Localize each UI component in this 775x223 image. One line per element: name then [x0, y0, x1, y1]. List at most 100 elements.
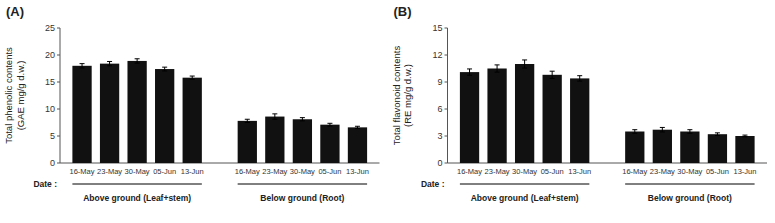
- error-bar-stem: [524, 60, 525, 68]
- group-underline: [238, 184, 367, 185]
- y-tick-label: 9: [437, 77, 442, 87]
- bar: [72, 66, 91, 163]
- group-label: Above ground (Leaf+stem): [83, 193, 191, 203]
- error-bar-cap: [467, 75, 472, 76]
- y-tick-label: 0: [437, 158, 442, 168]
- error-bar-cap: [660, 127, 665, 128]
- error-bar-cap: [687, 133, 692, 134]
- error-bar: [107, 61, 112, 65]
- error-bar-cap: [550, 71, 555, 72]
- error-bar-cap: [660, 131, 665, 132]
- x-tick-label: 23-May: [650, 167, 675, 176]
- error-bar: [550, 71, 555, 78]
- error-bar-cap: [135, 63, 140, 64]
- error-bar-cap: [550, 78, 555, 79]
- error-bar-stem: [634, 130, 635, 134]
- panel-title: (B): [394, 4, 412, 19]
- bar: [238, 121, 257, 163]
- y-tick-label: 10: [45, 104, 55, 114]
- y-tick-label: 3: [437, 131, 442, 141]
- bar: [515, 64, 534, 163]
- error-bar-stem: [137, 59, 138, 63]
- x-tick-label: 13-Jun: [346, 167, 369, 176]
- y-tick-label: 0: [50, 158, 55, 168]
- bar: [570, 78, 589, 163]
- error-bar-cap: [522, 68, 527, 69]
- marks: [72, 59, 367, 163]
- y-tick-label: 20: [45, 50, 55, 60]
- error-bar-cap: [577, 81, 582, 82]
- y-axis-label-line: (GAE mg/g d.w.): [14, 61, 25, 131]
- bar: [320, 125, 339, 163]
- y-axis-label-line: (RE mg/g d.w.): [402, 64, 413, 127]
- error-bar: [272, 114, 277, 119]
- error-bar: [300, 118, 305, 121]
- x-tick-label: 16-May: [70, 167, 95, 176]
- error-bar-cap: [162, 67, 167, 68]
- x-tick-label: 23-May: [485, 167, 510, 176]
- error-bar: [577, 76, 582, 81]
- bar: [460, 72, 479, 163]
- error-bar-cap: [355, 126, 360, 127]
- chart-svg: (A)Total phenolic contents(GAE mg/g d.w.…: [0, 0, 775, 223]
- error-bar: [660, 127, 665, 132]
- error-bar: [162, 67, 167, 71]
- y-axis-label-line: Total phenolic contents: [3, 47, 14, 144]
- group-label: Below ground (Root): [648, 193, 732, 203]
- bar: [100, 64, 119, 163]
- y-axis-label: Total flavonoid contents(RE mg/g d.w.): [390, 46, 412, 146]
- error-bar-cap: [742, 135, 747, 136]
- y-axis-line: [447, 28, 448, 163]
- x-tick-label: 30-May: [290, 167, 315, 176]
- x-tick-label: 30-May: [512, 167, 537, 176]
- bar: [183, 78, 202, 163]
- y-tick-label: 12: [432, 50, 442, 60]
- group-underline: [625, 184, 754, 185]
- x-tick-label: 05-Jun: [541, 167, 564, 176]
- error-bar-cap: [577, 75, 582, 76]
- error-bar-stem: [109, 61, 110, 65]
- group-underline: [460, 184, 589, 185]
- error-bar-cap: [467, 68, 472, 69]
- x-tick-label: 16-May: [622, 167, 647, 176]
- x-tick-label: 16-May: [235, 167, 260, 176]
- bar: [487, 69, 506, 164]
- error-bar: [495, 65, 500, 72]
- error-bar-stem: [274, 114, 275, 119]
- error-bar: [190, 76, 195, 79]
- bar: [348, 127, 367, 163]
- error-bar: [80, 64, 85, 68]
- x-tick-label: 23-May: [97, 167, 122, 176]
- bar: [625, 132, 644, 164]
- chart-container: (A)Total phenolic contents(GAE mg/g d.w.…: [0, 0, 775, 223]
- x-tick-label: 05-Jun: [318, 167, 341, 176]
- y-axis-label: Total phenolic contents(GAE mg/g d.w.): [3, 47, 25, 144]
- x-axis-label: Date :: [421, 179, 445, 189]
- error-bar: [135, 59, 140, 63]
- error-bar-cap: [495, 64, 500, 65]
- error-bar: [632, 130, 637, 134]
- error-bar-cap: [245, 119, 250, 120]
- error-bar: [715, 133, 720, 136]
- bar: [708, 134, 727, 163]
- x-tick-label: 30-May: [677, 167, 702, 176]
- error-bar-cap: [300, 117, 305, 118]
- error-bar: [355, 126, 360, 128]
- x-tick-label: 23-May: [262, 167, 287, 176]
- group-underline: [72, 184, 201, 185]
- error-bar: [522, 60, 527, 68]
- bar: [735, 136, 754, 163]
- error-bar: [245, 119, 250, 122]
- panel: (A)Total phenolic contents(GAE mg/g d.w.…: [3, 4, 380, 203]
- error-bar-cap: [135, 58, 140, 59]
- error-bar-cap: [190, 76, 195, 77]
- bar: [127, 61, 146, 163]
- error-bar-cap: [632, 129, 637, 130]
- error-bar-cap: [742, 136, 747, 137]
- error-bar-cap: [272, 113, 277, 114]
- y-tick-label: 6: [437, 104, 442, 114]
- error-bar-cap: [107, 61, 112, 62]
- x-tick-label: 13-Jun: [181, 167, 204, 176]
- error-bar-cap: [522, 59, 527, 60]
- error-bar-stem: [579, 76, 580, 81]
